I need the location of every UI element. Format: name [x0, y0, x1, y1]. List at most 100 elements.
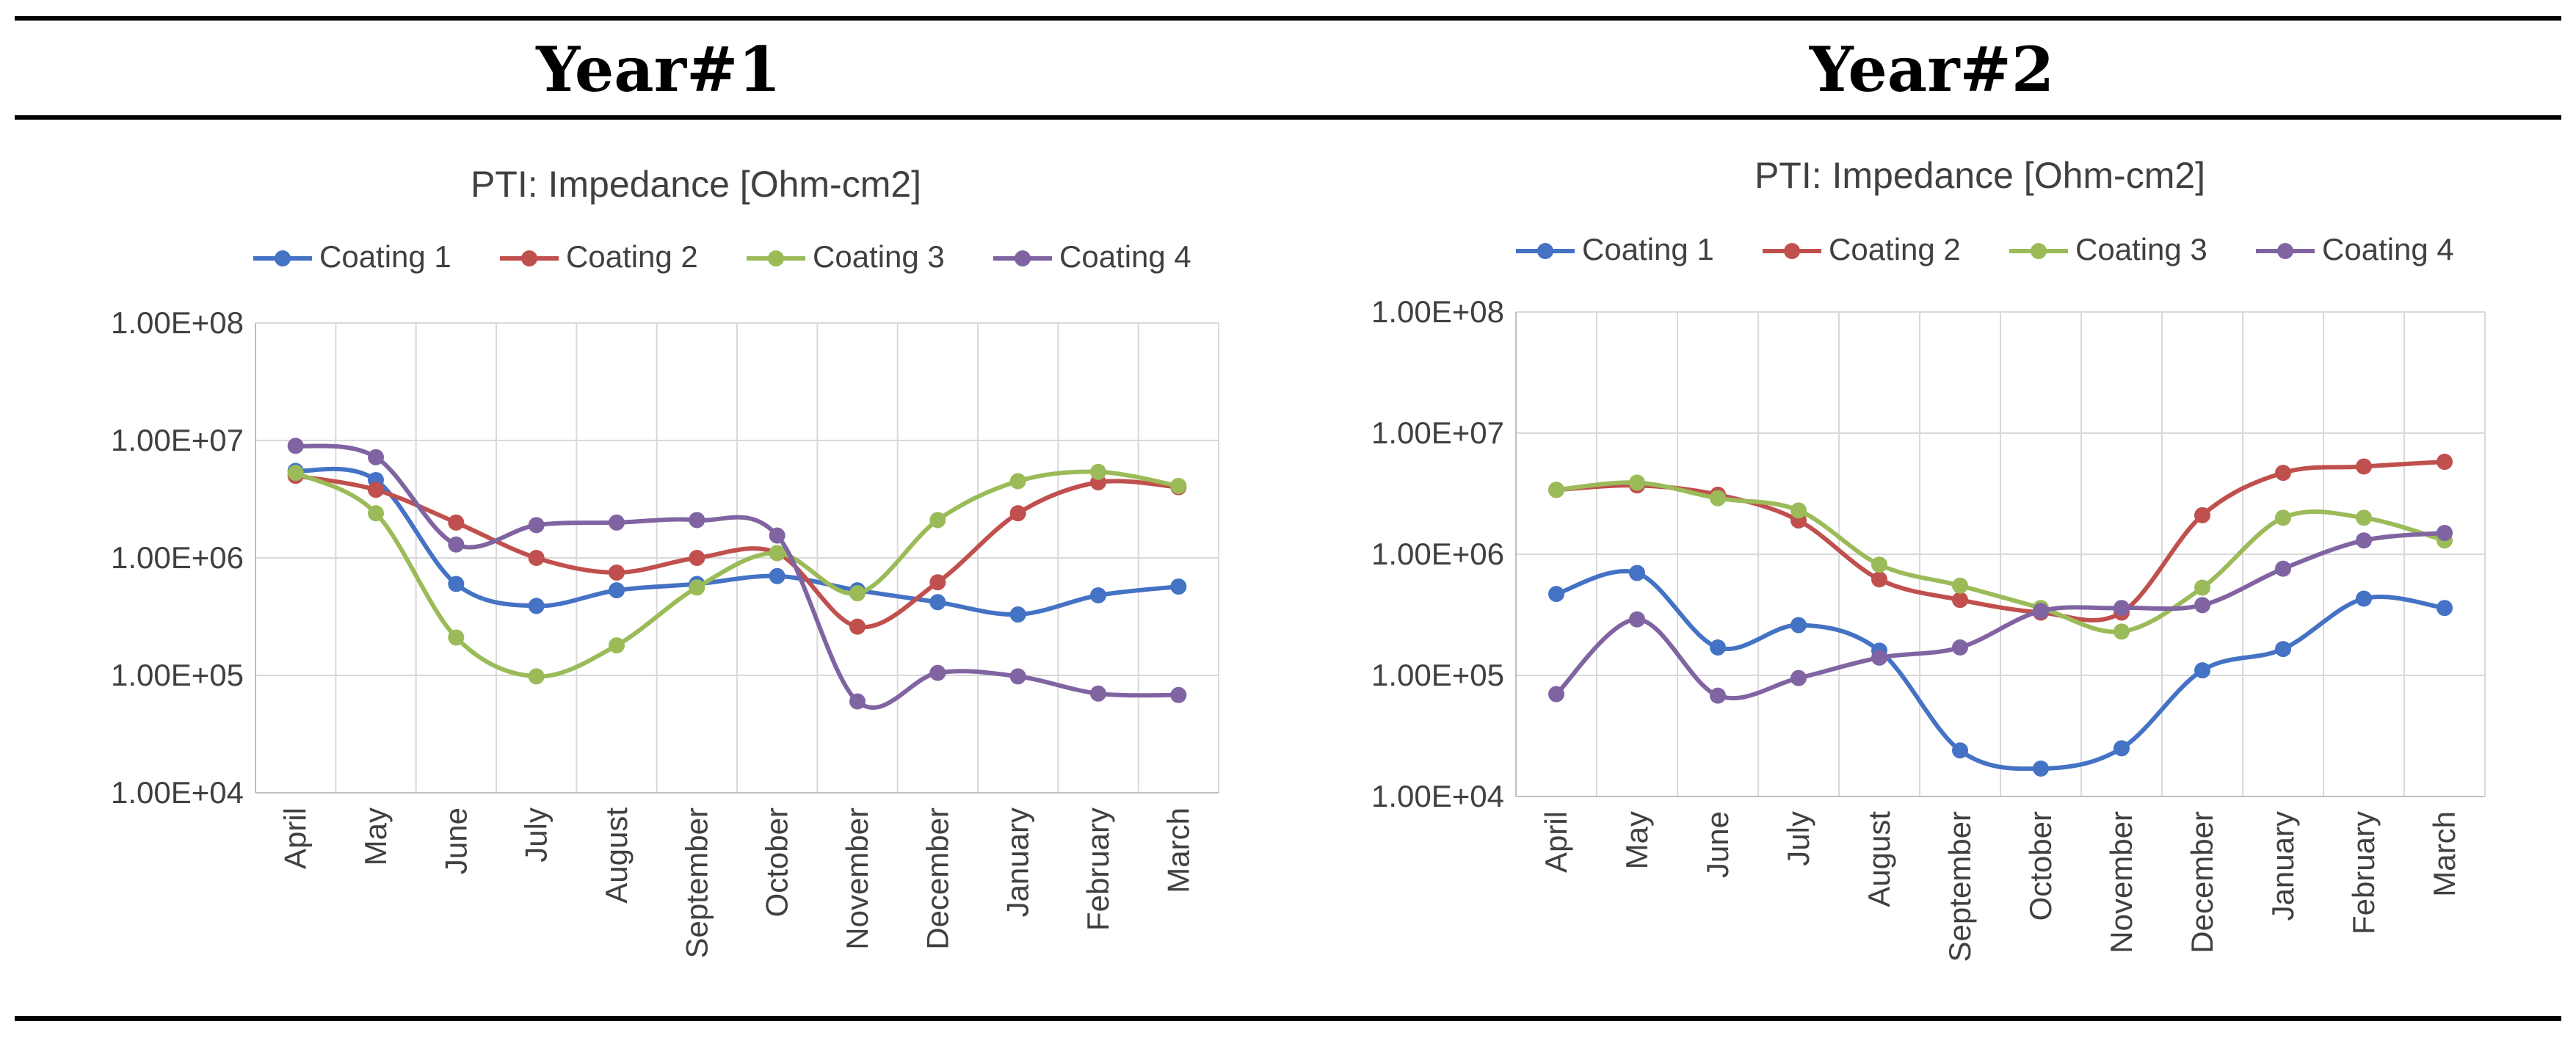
data-point — [528, 517, 545, 534]
data-point — [2033, 760, 2049, 777]
data-point — [528, 668, 545, 685]
legend-item-coating-4: Coating 4 — [993, 239, 1191, 274]
data-point — [1009, 668, 1026, 685]
x-tick-label: September — [1942, 811, 1977, 962]
legend-label: Coating 4 — [2322, 232, 2454, 266]
data-point — [1710, 490, 1726, 507]
data-point — [448, 576, 465, 592]
data-point — [929, 664, 946, 681]
data-point — [2114, 623, 2130, 640]
x-tick-label: October — [2023, 811, 2058, 921]
x-tick-label: March — [1161, 807, 1195, 893]
chart-title: PTI: Impedance [Ohm-cm2] — [471, 164, 921, 205]
data-point — [1790, 669, 1807, 686]
data-point — [1952, 742, 1968, 759]
data-point — [2114, 600, 2130, 617]
data-point — [1548, 586, 1564, 603]
y-tick-label: 1.00E+08 — [111, 305, 244, 340]
legend-marker — [521, 250, 537, 266]
data-point — [2356, 532, 2372, 549]
x-tick-label: December — [2185, 811, 2219, 954]
x-tick-label: November — [2104, 811, 2138, 954]
data-point — [2437, 600, 2453, 617]
legend-item-coating-4: Coating 4 — [2256, 232, 2454, 266]
data-point — [1090, 685, 1106, 702]
data-point — [689, 512, 705, 529]
legend-label: Coating 3 — [813, 239, 945, 274]
data-point — [1170, 686, 1187, 703]
data-point — [368, 482, 384, 498]
x-tick-label: December — [920, 807, 954, 950]
data-point — [1871, 571, 1887, 588]
x-tick-label: July — [519, 807, 554, 863]
data-point — [1710, 639, 1726, 656]
data-point — [368, 505, 384, 522]
data-point — [929, 512, 946, 529]
legend-label: Coating 3 — [2075, 232, 2207, 266]
bottom-rule — [15, 1016, 2561, 1021]
x-tick-label: August — [599, 807, 634, 904]
legend-marker — [768, 250, 784, 266]
x-tick-label: April — [278, 807, 313, 869]
data-point — [769, 527, 786, 544]
year2-heading: Year#2 — [1809, 33, 2055, 106]
chart-title: PTI: Impedance [Ohm-cm2] — [1755, 155, 2205, 196]
legend-label: Coating 4 — [1059, 239, 1191, 274]
y-tick-label: 1.00E+07 — [111, 423, 244, 457]
data-point — [2114, 740, 2130, 757]
series-coating-3 — [1548, 474, 2453, 640]
legend-item-coating-2: Coating 2 — [500, 239, 698, 274]
y-tick-label: 1.00E+07 — [1371, 415, 1504, 450]
data-point — [1952, 639, 1968, 656]
data-point — [609, 637, 625, 654]
data-point — [2437, 454, 2453, 471]
legend-marker — [1015, 250, 1031, 266]
data-point — [287, 465, 304, 482]
data-point — [1009, 505, 1026, 522]
series-coating-4 — [1548, 524, 2453, 704]
data-point — [1548, 686, 1564, 703]
year1-heading: Year#1 — [536, 33, 781, 106]
data-point — [849, 618, 866, 635]
data-point — [1090, 463, 1106, 480]
legend-marker — [2277, 243, 2293, 259]
series-coating-4 — [287, 438, 1187, 710]
legend-marker — [1537, 243, 1553, 259]
data-point — [1629, 565, 1645, 581]
y-tick-label: 1.00E+05 — [111, 658, 244, 692]
data-point — [1170, 477, 1187, 494]
x-tick-label: May — [1619, 811, 1654, 869]
data-point — [849, 693, 866, 710]
chart-2: PTI: Impedance [Ohm-cm2] Coating 1 Coating… — [1371, 155, 2486, 962]
data-point — [1952, 592, 1968, 609]
data-point — [2194, 507, 2210, 523]
legend-marker — [1784, 243, 1800, 259]
data-point — [1548, 482, 1564, 498]
data-point — [2275, 465, 2291, 482]
data-point — [2275, 509, 2291, 526]
x-tick-label: April — [1539, 811, 1573, 873]
data-point — [689, 579, 705, 596]
data-point — [2033, 603, 2049, 620]
data-point — [609, 514, 625, 531]
legend-label: Coating 1 — [319, 239, 451, 274]
x-tick-label: February — [2346, 811, 2381, 934]
x-tick-label: March — [2427, 811, 2461, 897]
data-point — [2356, 590, 2372, 607]
legend-marker — [275, 250, 291, 266]
y-tick-label: 1.00E+04 — [111, 775, 244, 810]
y-tick-label: 1.00E+08 — [1371, 294, 1504, 329]
data-point — [1629, 474, 1645, 491]
data-point — [2194, 597, 2210, 614]
data-point — [2275, 641, 2291, 658]
legend-marker — [2031, 243, 2047, 259]
data-point — [929, 574, 946, 591]
chart-1: PTI: Impedance [Ohm-cm2] Coating 1 Coating… — [111, 164, 1219, 958]
x-tick-label: November — [840, 807, 874, 950]
x-tick-label: February — [1081, 807, 1115, 931]
data-point — [1629, 611, 1645, 628]
data-point — [2356, 509, 2372, 526]
legend-item-coating-1: Coating 1 — [1516, 232, 1714, 266]
data-point — [1790, 617, 1807, 634]
x-tick-label: June — [1700, 811, 1735, 878]
